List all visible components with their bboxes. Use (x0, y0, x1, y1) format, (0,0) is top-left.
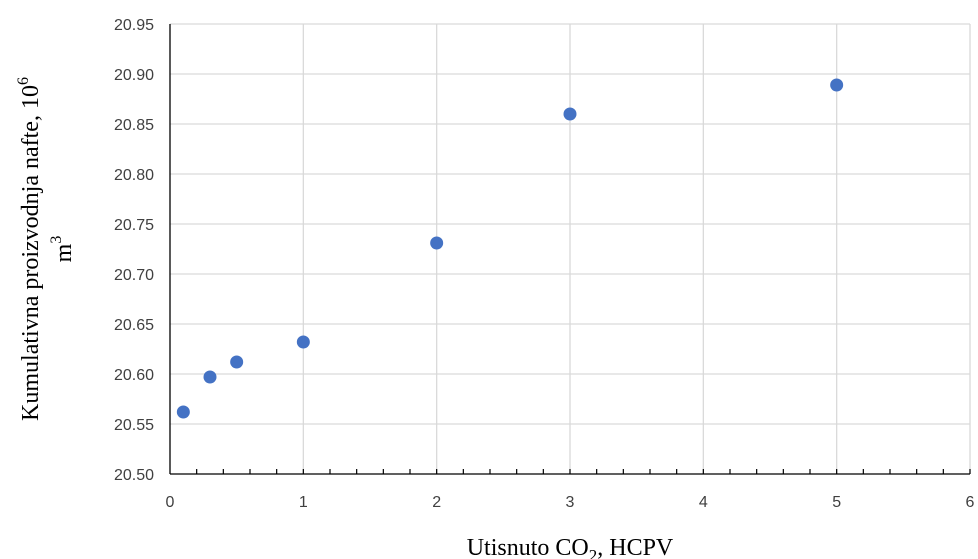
x-tick-label: 5 (832, 494, 841, 511)
y-tick-label: 20.85 (114, 117, 154, 134)
y-tick-labels: 20.50 20.55 20.60 20.65 20.70 20.75 20.80 20.85… (114, 17, 154, 484)
y-tick-label: 20.75 (114, 217, 154, 234)
x-axis-title-subscript: 2 (589, 546, 598, 559)
x-tick-label: 3 (566, 494, 575, 511)
x-axis-title: Utisnuto CO2, HCPV (467, 535, 674, 559)
x-tick-label: 4 (699, 494, 708, 511)
data-point (203, 370, 217, 384)
y-tick-label: 20.55 (114, 417, 154, 434)
y-axis-title-line1-sup: 6 (15, 77, 32, 85)
x-tick-label: 1 (299, 494, 308, 511)
y-tick-label: 20.95 (114, 17, 154, 34)
data-point (430, 236, 444, 250)
y-axis-title-line2: m3 (48, 236, 77, 263)
y-tick-label: 20.50 (114, 467, 154, 484)
data-point (176, 405, 190, 419)
tick-marks (196, 469, 971, 474)
data-point (563, 107, 577, 121)
y-tick-label: 20.60 (114, 367, 154, 384)
data-point (830, 78, 844, 92)
y-axis-title-line2-sup: 3 (48, 236, 65, 244)
x-tick-label: 0 (166, 494, 175, 511)
y-axis-title-line1-text: Kumulativna proizvodnja nafte, 10 (18, 85, 44, 421)
y-tick-label: 20.65 (114, 317, 154, 334)
x-axis-title-main: Utisnuto CO (467, 535, 589, 559)
x-axis-title-rest: , HCPV (597, 535, 674, 559)
y-tick-label: 20.90 (114, 67, 154, 84)
grid-lines (170, 23, 971, 474)
data-points (176, 78, 844, 419)
data-point (230, 355, 244, 369)
x-tick-label: 2 (432, 494, 441, 511)
y-tick-label: 20.70 (114, 267, 154, 284)
x-tick-labels: 0 1 2 3 4 5 6 (166, 494, 975, 511)
x-tick-label: 6 (966, 494, 975, 511)
data-point (296, 335, 310, 349)
y-axis-title-line2-text: m (51, 243, 77, 262)
y-axis-title-line1: Kumulativna proizvodnja nafte, 106 (15, 77, 44, 421)
y-tick-label: 20.80 (114, 167, 154, 184)
